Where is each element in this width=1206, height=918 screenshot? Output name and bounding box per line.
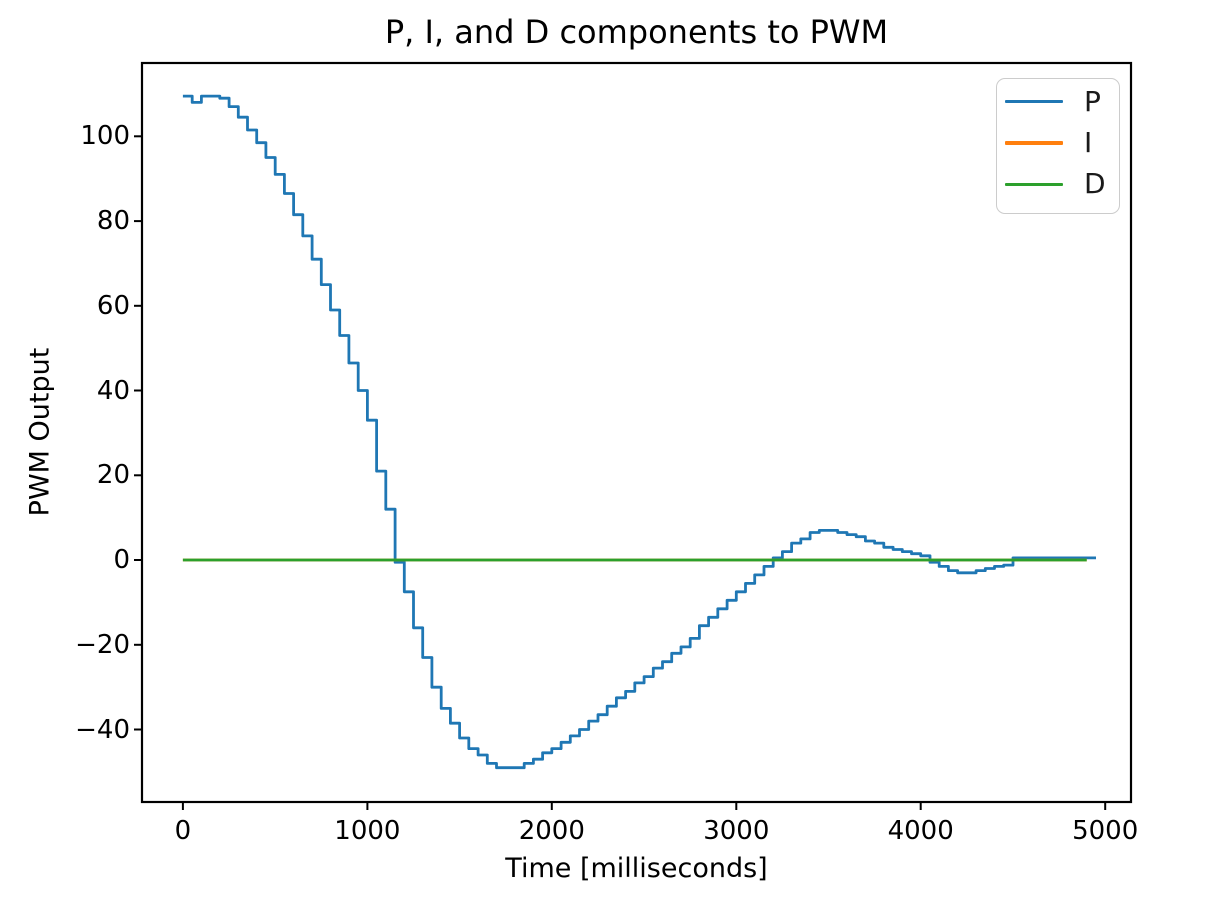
y-tick-label: 80 — [96, 206, 130, 237]
legend-line-swatch — [1005, 99, 1063, 104]
y-tick-label: 40 — [96, 375, 130, 406]
legend-line-swatch — [1005, 141, 1063, 145]
y-tick-label: 0 — [113, 545, 130, 575]
plot-border — [140, 61, 1133, 804]
y-tick-label: −20 — [75, 629, 130, 660]
legend-label: I — [1084, 125, 1093, 159]
chart-title: P, I, and D components to PWM — [384, 13, 889, 51]
y-axis-label: PWM Output — [24, 347, 56, 517]
legend-line-swatch — [1005, 182, 1063, 186]
y-tick-label: −40 — [75, 714, 130, 745]
x-axis-label: Time [milliseconds] — [505, 853, 768, 884]
x-tick-label: 1000 — [334, 816, 401, 846]
legend-item-D: D — [997, 170, 1119, 198]
legend-label: D — [1084, 167, 1106, 201]
legend-label: P — [1084, 84, 1101, 118]
x-tick-label: 2000 — [518, 816, 585, 846]
series-P-line — [182, 94, 1096, 770]
x-tick-label: 5000 — [1072, 816, 1139, 846]
y-tick-label: 100 — [80, 121, 130, 152]
y-tick-label: 20 — [96, 460, 130, 491]
x-tick-label: 0 — [174, 816, 192, 846]
x-tick-label: 4000 — [887, 816, 954, 846]
legend-item-I: I — [997, 125, 1119, 159]
legend-item-P: P — [997, 84, 1119, 118]
x-tick-label: 3000 — [703, 816, 770, 846]
y-tick-label: 60 — [96, 290, 130, 321]
